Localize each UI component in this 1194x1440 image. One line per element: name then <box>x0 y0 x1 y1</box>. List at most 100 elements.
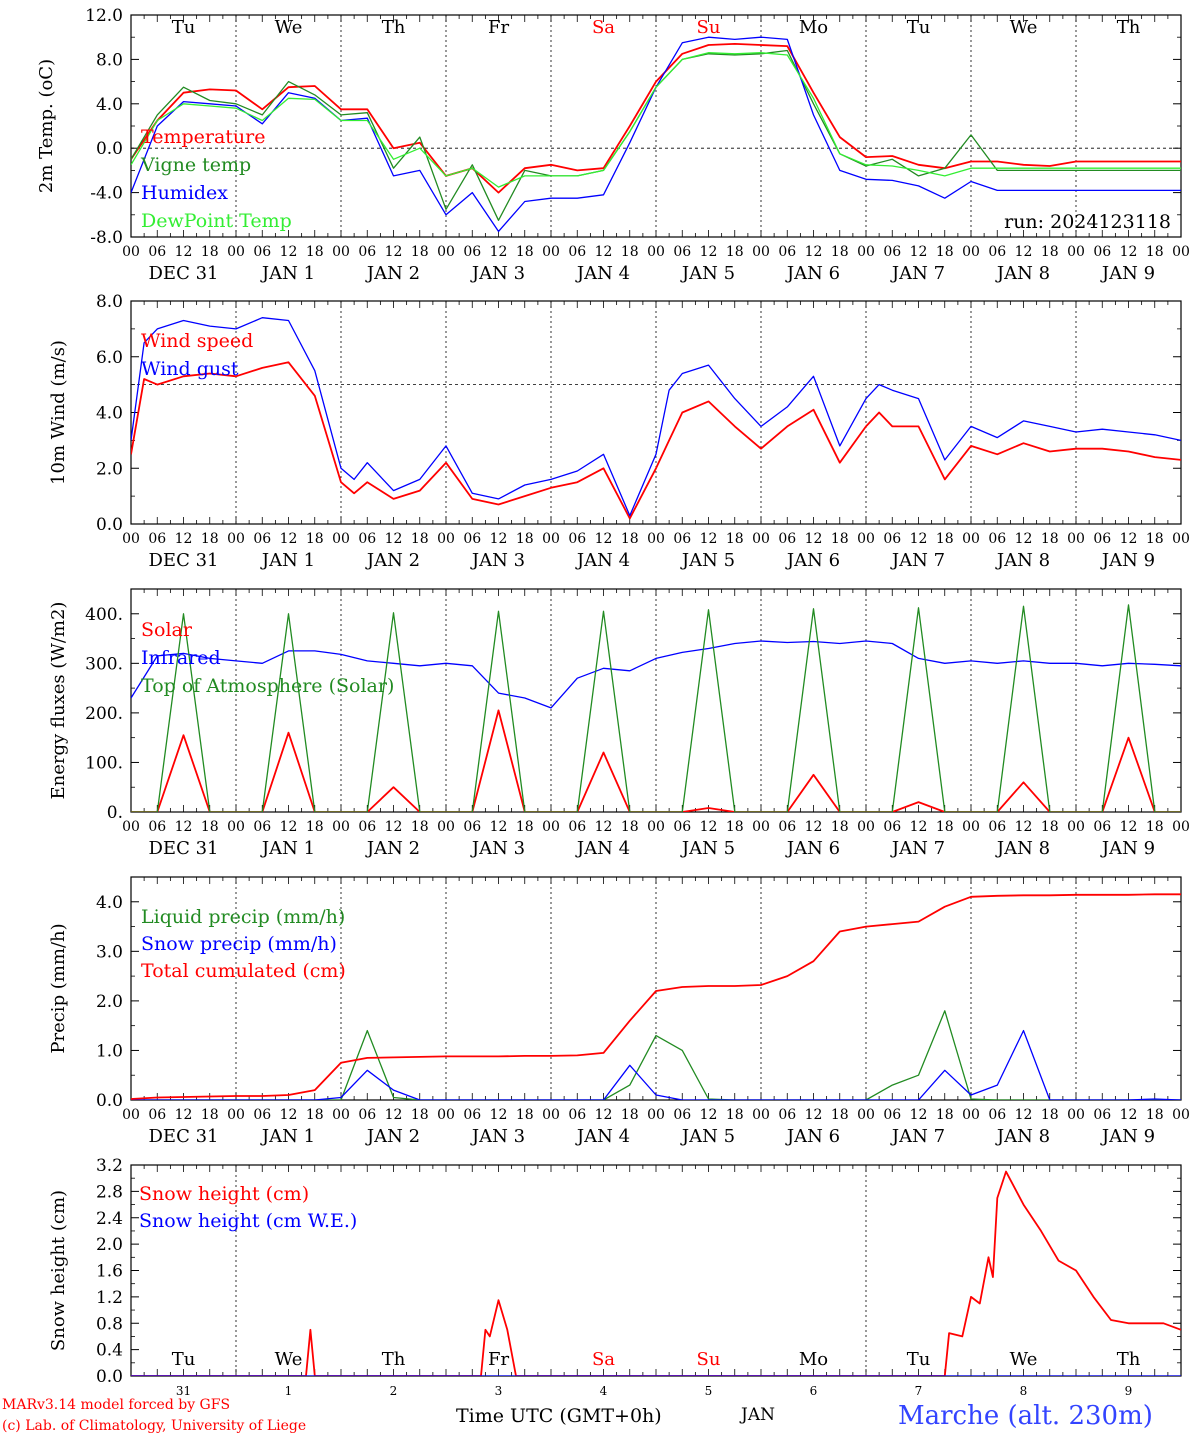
hour-tick-label: 00 <box>1067 1107 1085 1123</box>
date-label: JAN 5 <box>680 263 735 284</box>
hour-tick-label: 12 <box>490 531 508 547</box>
hour-tick-label: 06 <box>568 244 586 260</box>
weekday-label: Sa <box>592 1349 615 1370</box>
hour-tick-label: 12 <box>595 531 613 547</box>
hour-tick-label: 18 <box>1041 531 1059 547</box>
hour-tick-label: 18 <box>726 531 744 547</box>
hour-tick-label: 12 <box>490 1107 508 1123</box>
hour-tick-label: 18 <box>1146 1107 1164 1123</box>
x-axis-month: JAN <box>741 1405 775 1425</box>
hour-tick-label: 00 <box>1172 1107 1190 1123</box>
date-label: DEC 31 <box>149 550 219 571</box>
legend-entry: Snow height (cm) <box>139 1183 309 1205</box>
date-label: JAN 1 <box>260 550 315 571</box>
hour-tick-label: 06 <box>148 1107 166 1123</box>
hour-tick-label: 12 <box>175 531 193 547</box>
series-group <box>131 36 1181 233</box>
y-tick-label: 2.0 <box>96 459 123 479</box>
hour-tick-label: 00 <box>437 244 455 260</box>
hour-tick-label: 00 <box>752 819 770 835</box>
hour-tick-label: 06 <box>1093 819 1111 835</box>
date-label: JAN 2 <box>365 1126 420 1147</box>
hour-tick-label: 06 <box>778 244 796 260</box>
hour-tick-label: 12 <box>700 531 718 547</box>
hour-tick-label: 06 <box>778 1107 796 1123</box>
hour-tick-label: 00 <box>857 1107 875 1123</box>
hour-tick-label: 18 <box>936 244 954 260</box>
hour-tick-label: 18 <box>306 531 324 547</box>
date-label: JAN 6 <box>785 550 840 571</box>
hour-tick-label: 00 <box>542 244 560 260</box>
hour-tick-label: 12 <box>175 819 193 835</box>
hour-tick-label: 00 <box>542 531 560 547</box>
date-label: JAN 8 <box>995 1126 1050 1147</box>
weekday-label: Fr <box>488 1349 509 1370</box>
hour-tick-label: 12 <box>805 819 823 835</box>
legend-entry: Humidex <box>141 182 228 204</box>
series-snow-precip-mm-h <box>131 1029 1181 1100</box>
hour-tick-label: 18 <box>1041 244 1059 260</box>
day-number-label: 31 <box>176 1384 191 1398</box>
hour-tick-label: 06 <box>148 819 166 835</box>
hour-tick-label: 12 <box>805 1107 823 1123</box>
hour-tick-label: 12 <box>1120 531 1138 547</box>
hour-tick-label: 18 <box>306 244 324 260</box>
date-label: JAN 4 <box>575 838 630 859</box>
hour-tick-label: 00 <box>1172 819 1190 835</box>
model-credit: MARv3.14 model forced by GFS <box>2 1397 231 1413</box>
date-label: JAN 1 <box>260 263 315 284</box>
hour-tick-label: 00 <box>1172 531 1190 547</box>
hour-tick-label: 18 <box>516 1107 534 1123</box>
hour-tick-label: 12 <box>490 244 508 260</box>
hour-tick-label: 06 <box>253 531 271 547</box>
date-label: JAN 9 <box>1100 1126 1155 1147</box>
date-label: JAN 9 <box>1100 263 1155 284</box>
legend-entry: DewPoint Temp <box>141 210 292 232</box>
y-tick-label: 200. <box>85 704 123 724</box>
hour-tick-label: 18 <box>411 819 429 835</box>
y-tick-label: 8.0 <box>96 50 123 70</box>
series-group <box>131 893 1181 1100</box>
y-tick-label: 100. <box>85 753 123 773</box>
hour-tick-label: 00 <box>857 244 875 260</box>
y-tick-label: 3.0 <box>96 942 123 962</box>
day-number-label: 1 <box>285 1384 293 1398</box>
y-axis-label: Precip (mm/h) <box>48 923 69 1053</box>
hour-tick-label: 12 <box>175 1107 193 1123</box>
hour-tick-label: 06 <box>358 1107 376 1123</box>
y-tick-label: 8.0 <box>96 292 123 312</box>
hour-tick-label: 06 <box>568 531 586 547</box>
y-tick-label: 2.8 <box>96 1182 123 1202</box>
hour-tick-label: 06 <box>148 244 166 260</box>
weekday-label: Mo <box>799 1349 828 1370</box>
hour-tick-label: 18 <box>621 819 639 835</box>
hour-tick-label: 00 <box>227 819 245 835</box>
date-label: JAN 4 <box>575 550 630 571</box>
hour-tick-label: 00 <box>857 819 875 835</box>
hour-tick-label: 00 <box>647 819 665 835</box>
hour-tick-label: 06 <box>463 819 481 835</box>
weekday-label: Su <box>697 1349 721 1370</box>
hour-tick-label: 00 <box>647 244 665 260</box>
series-infrared <box>131 640 1181 709</box>
weekday-label: Sa <box>592 17 615 38</box>
y-tick-label: 0.8 <box>96 1314 123 1334</box>
hour-tick-label: 18 <box>621 244 639 260</box>
hour-tick-label: 00 <box>647 1107 665 1123</box>
hour-tick-label: 12 <box>490 819 508 835</box>
series-dewpoint-temp <box>131 52 1181 188</box>
y-tick-label: 1.0 <box>96 1041 123 1061</box>
hour-tick-label: 12 <box>595 244 613 260</box>
weekday-label: Fr <box>488 17 509 38</box>
hour-tick-label: 18 <box>1041 819 1059 835</box>
y-tick-label: 3.2 <box>96 1156 123 1176</box>
day-number-label: 6 <box>810 1384 818 1398</box>
hour-tick-label: 18 <box>831 819 849 835</box>
hour-tick-label: 06 <box>463 244 481 260</box>
legend-entry: Top of Atmosphere (Solar) <box>141 675 394 697</box>
date-label: DEC 31 <box>149 838 219 859</box>
hour-tick-label: 12 <box>700 1107 718 1123</box>
hour-tick-label: 00 <box>857 531 875 547</box>
hour-tick-label: 12 <box>1015 244 1033 260</box>
